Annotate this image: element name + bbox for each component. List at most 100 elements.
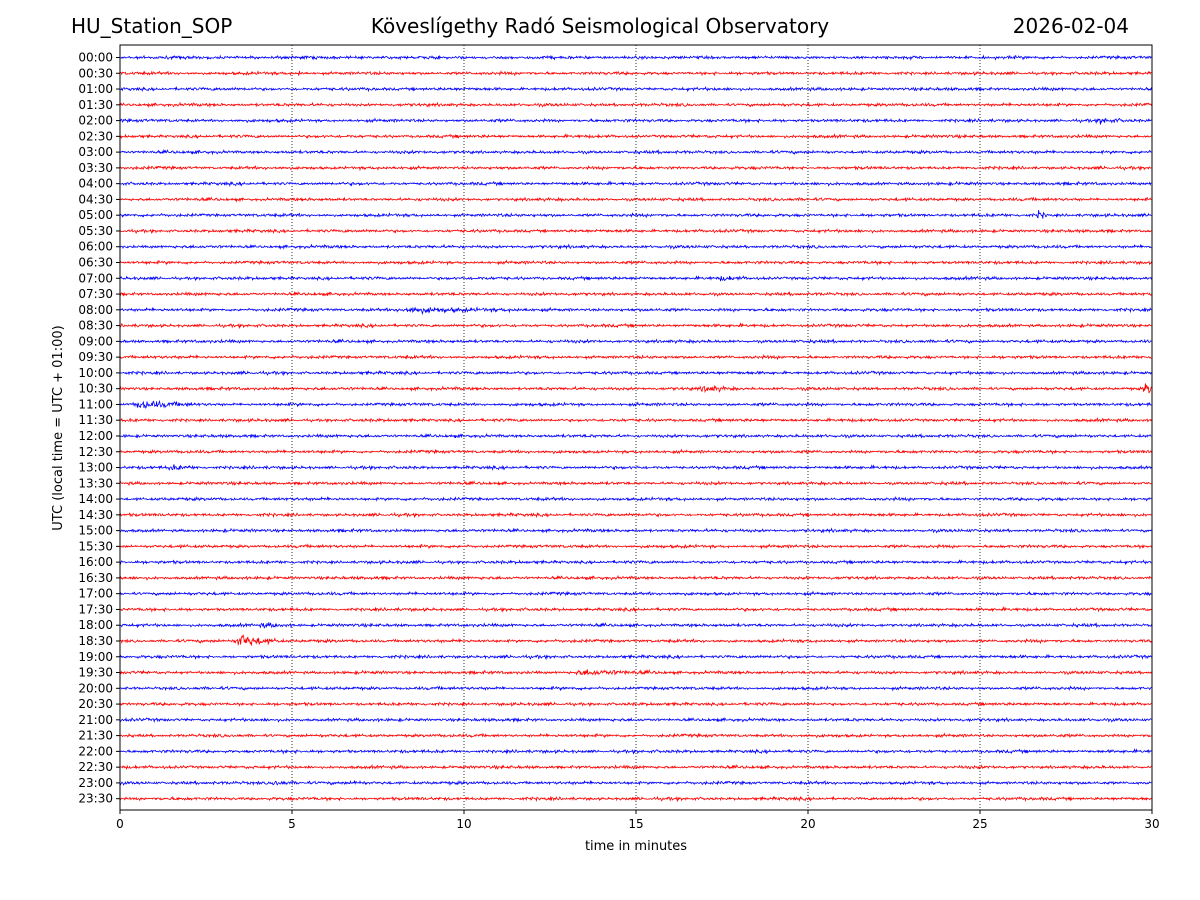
y-tick-label: 19:00 (78, 650, 113, 664)
trace-row (119, 779, 1152, 787)
trace-row (119, 383, 1152, 394)
trace-row (119, 432, 1152, 440)
y-tick-label: 05:00 (78, 208, 113, 222)
trace-row (119, 85, 1152, 93)
y-tick-label: 21:30 (78, 729, 113, 743)
y-tick-label: 10:00 (78, 366, 113, 380)
y-tick-label: 03:00 (78, 145, 113, 159)
y-tick-label: 18:30 (78, 634, 113, 648)
trace-row (119, 117, 1152, 125)
y-tick-label: 08:00 (78, 303, 113, 317)
trace-row (119, 764, 1152, 771)
trace-row (119, 748, 1152, 755)
y-tick-label: 04:30 (78, 192, 113, 206)
y-tick-label: 07:30 (78, 287, 113, 301)
y-tick-label: 07:00 (78, 271, 113, 285)
trace-row (119, 180, 1152, 188)
y-tick-label: 22:00 (78, 744, 113, 758)
trace-row (119, 164, 1152, 172)
y-tick-label: 00:00 (78, 51, 113, 65)
trace-row (119, 448, 1152, 455)
trace-row (119, 480, 1152, 487)
trace-row (119, 543, 1152, 550)
trace-row (119, 606, 1152, 613)
y-tick-label: 18:00 (78, 618, 113, 632)
trace-row (119, 590, 1152, 597)
y-tick-label: 00:30 (78, 66, 113, 80)
y-tick-label: 12:30 (78, 445, 113, 459)
y-axis-label: UTC (local time = UTC + 01:00) (51, 325, 66, 530)
y-tick-label: 13:30 (78, 476, 113, 490)
y-tick-label: 09:00 (78, 334, 113, 348)
y-tick-label: 09:30 (78, 350, 113, 364)
y-tick-label: 03:30 (78, 161, 113, 175)
seismogram-traces (119, 54, 1152, 803)
trace-row (119, 227, 1152, 235)
y-tick-label: 20:30 (78, 697, 113, 711)
y-tick-label: 23:00 (78, 776, 113, 790)
trace-row (119, 622, 1152, 629)
trace-row (119, 701, 1152, 708)
y-tick-label: 04:00 (78, 177, 113, 191)
trace-row (119, 511, 1152, 519)
trace-row (119, 354, 1152, 361)
x-tick-label: 5 (288, 817, 296, 831)
y-tick-label: 19:30 (78, 666, 113, 680)
chart-title: Köveslígethy Radó Seismological Observat… (370, 14, 830, 38)
trace-row (119, 732, 1152, 739)
y-tick-label: 01:00 (78, 82, 113, 96)
trace-row (119, 196, 1152, 203)
y-tick-label: 21:00 (78, 713, 113, 727)
trace-row (119, 322, 1152, 330)
x-axis-label: time in minutes (585, 839, 687, 854)
y-tick-label: 08:30 (78, 319, 113, 333)
y-tick-label: 05:30 (78, 224, 113, 238)
y-tick-label: 02:30 (78, 129, 113, 143)
trace-row (119, 259, 1152, 266)
gridlines (291, 45, 981, 810)
y-tick-label: 11:00 (78, 397, 113, 411)
y-tick-label: 01:30 (78, 98, 113, 112)
x-tick-label: 15 (628, 817, 643, 831)
y-tick-label: 16:00 (78, 555, 113, 569)
trace-row (119, 399, 1152, 409)
trace-row (119, 133, 1152, 140)
y-tick-label: 11:30 (78, 413, 113, 427)
trace-row (119, 243, 1152, 251)
y-tick-label: 22:30 (78, 760, 113, 774)
y-tick-label: 14:30 (78, 508, 113, 522)
x-tick-label: 20 (800, 817, 815, 831)
trace-row (119, 148, 1152, 156)
station-name: HU_Station_SOP (71, 14, 233, 38)
y-tick-label: 15:00 (78, 524, 113, 538)
y-tick-label: 17:30 (78, 602, 113, 616)
trace-row (119, 527, 1152, 534)
x-tick-label: 30 (1144, 817, 1159, 831)
y-tick-label: 06:00 (78, 240, 113, 254)
trace-row (119, 417, 1152, 424)
y-tick-label: 10:30 (78, 382, 113, 396)
y-tick-label: 13:00 (78, 461, 113, 475)
x-tick-label: 25 (972, 817, 987, 831)
trace-row (119, 559, 1152, 566)
trace-row (119, 54, 1152, 61)
y-tick-label: 12:00 (78, 429, 113, 443)
x-tick-label: 10 (456, 817, 471, 831)
y-tick-label: 17:00 (78, 587, 113, 601)
trace-row (119, 464, 1152, 472)
chart-date: 2026-02-04 (1012, 14, 1129, 38)
trace-row (119, 716, 1152, 723)
trace-row (119, 306, 1152, 316)
trace-row (119, 369, 1152, 377)
trace-row (119, 634, 1152, 646)
trace-row (119, 685, 1152, 692)
trace-row (119, 70, 1152, 77)
trace-row (119, 338, 1152, 345)
y-tick-label: 14:00 (78, 492, 113, 506)
y-tick-label: 16:30 (78, 571, 113, 585)
trace-row (119, 101, 1152, 109)
y-tick-label: 23:30 (78, 792, 113, 806)
trace-row (119, 209, 1152, 219)
